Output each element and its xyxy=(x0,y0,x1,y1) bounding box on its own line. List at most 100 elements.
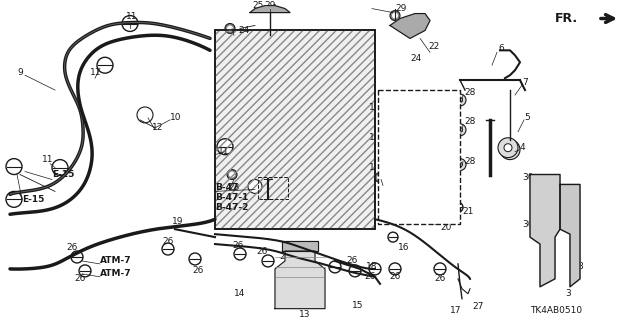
Bar xyxy=(215,30,375,229)
Circle shape xyxy=(453,202,463,212)
Polygon shape xyxy=(530,174,560,287)
Text: 29: 29 xyxy=(395,4,406,13)
Circle shape xyxy=(431,214,441,224)
Text: 26: 26 xyxy=(389,272,401,281)
Text: B-47: B-47 xyxy=(215,183,238,192)
Circle shape xyxy=(447,140,457,150)
Text: TK4AB0510: TK4AB0510 xyxy=(530,306,582,315)
Text: 2: 2 xyxy=(380,103,386,112)
Text: 3: 3 xyxy=(565,289,571,298)
Circle shape xyxy=(458,162,462,167)
Circle shape xyxy=(97,57,113,73)
Text: 11: 11 xyxy=(42,155,54,164)
Text: 8: 8 xyxy=(577,262,583,271)
Circle shape xyxy=(79,265,91,277)
Circle shape xyxy=(504,144,512,152)
Bar xyxy=(378,90,460,224)
Text: 22: 22 xyxy=(428,42,439,51)
Text: 20: 20 xyxy=(440,223,451,232)
Polygon shape xyxy=(560,184,580,287)
Circle shape xyxy=(434,263,446,275)
Text: 13: 13 xyxy=(300,310,311,319)
Circle shape xyxy=(447,180,457,189)
Text: 17: 17 xyxy=(451,306,461,315)
Text: 7: 7 xyxy=(522,78,528,87)
Polygon shape xyxy=(390,13,430,38)
Bar xyxy=(215,30,375,229)
Text: 15: 15 xyxy=(352,301,364,310)
Text: 26: 26 xyxy=(364,272,376,281)
Text: 11: 11 xyxy=(126,12,138,21)
Circle shape xyxy=(500,140,520,160)
Text: 26: 26 xyxy=(304,272,316,281)
Circle shape xyxy=(217,139,233,155)
Circle shape xyxy=(6,191,22,207)
Polygon shape xyxy=(275,251,325,309)
Circle shape xyxy=(6,159,22,174)
Circle shape xyxy=(450,103,454,107)
Text: 28: 28 xyxy=(464,117,476,126)
Circle shape xyxy=(389,263,401,275)
Text: B-47-2: B-47-2 xyxy=(215,203,248,212)
Circle shape xyxy=(458,127,462,132)
Text: 2: 2 xyxy=(380,133,386,142)
Circle shape xyxy=(450,163,454,167)
Text: 26: 26 xyxy=(163,236,173,245)
Text: ATM-7: ATM-7 xyxy=(100,256,132,266)
Circle shape xyxy=(454,159,466,171)
Text: 26: 26 xyxy=(232,241,244,250)
Circle shape xyxy=(447,100,457,110)
Text: 30: 30 xyxy=(522,220,534,229)
Circle shape xyxy=(392,13,397,18)
Bar xyxy=(215,30,375,229)
Bar xyxy=(258,178,288,199)
Text: 19: 19 xyxy=(172,217,184,226)
Text: 14: 14 xyxy=(234,289,246,298)
Circle shape xyxy=(71,251,83,263)
Circle shape xyxy=(248,180,262,193)
Text: 28: 28 xyxy=(464,88,476,97)
Circle shape xyxy=(162,243,174,255)
Text: 26: 26 xyxy=(67,243,77,252)
Circle shape xyxy=(225,23,235,33)
Circle shape xyxy=(262,255,274,267)
Circle shape xyxy=(52,160,68,175)
Circle shape xyxy=(506,146,514,154)
Text: 28: 28 xyxy=(464,157,476,166)
Circle shape xyxy=(450,123,454,127)
Text: 25: 25 xyxy=(252,1,264,10)
Text: 16: 16 xyxy=(398,243,410,252)
Circle shape xyxy=(227,26,232,31)
Text: 23: 23 xyxy=(382,181,394,190)
Text: 23: 23 xyxy=(228,183,239,192)
Text: 11: 11 xyxy=(90,68,102,77)
Text: 1: 1 xyxy=(369,133,375,142)
Text: ATM-7: ATM-7 xyxy=(100,269,132,278)
Circle shape xyxy=(454,94,466,106)
Circle shape xyxy=(458,98,462,102)
Text: E-15: E-15 xyxy=(52,170,74,179)
Circle shape xyxy=(450,143,454,147)
Text: 30: 30 xyxy=(522,173,534,182)
Circle shape xyxy=(137,107,153,123)
Text: 6: 6 xyxy=(498,44,504,53)
Circle shape xyxy=(122,16,138,31)
Circle shape xyxy=(304,261,316,273)
Circle shape xyxy=(189,253,201,265)
Circle shape xyxy=(447,120,457,130)
Text: 5: 5 xyxy=(524,113,530,122)
Text: FR.: FR. xyxy=(555,12,578,25)
Text: 4: 4 xyxy=(520,143,525,152)
Text: 18: 18 xyxy=(366,262,378,271)
Circle shape xyxy=(234,248,246,260)
Circle shape xyxy=(450,202,454,206)
Text: E-15: E-15 xyxy=(22,195,44,204)
Text: 29: 29 xyxy=(264,1,276,10)
Text: 24: 24 xyxy=(410,54,421,63)
Text: 26: 26 xyxy=(74,274,86,283)
Circle shape xyxy=(450,182,454,187)
Text: 11: 11 xyxy=(218,147,230,156)
Text: 9: 9 xyxy=(17,68,23,77)
Text: 24: 24 xyxy=(238,26,249,35)
Circle shape xyxy=(388,232,398,242)
